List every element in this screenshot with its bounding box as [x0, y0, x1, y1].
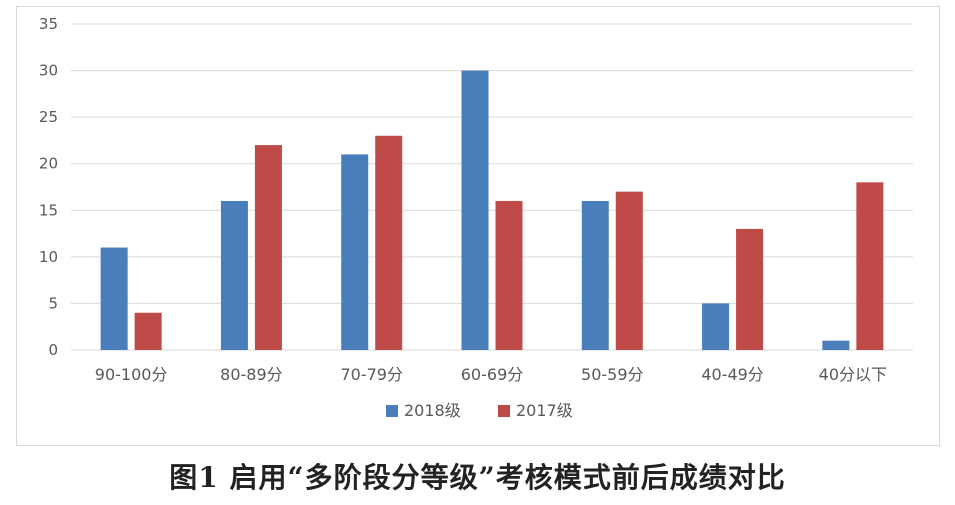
legend-swatch-2017级 [498, 405, 510, 417]
y-tick-label: 20 [39, 155, 58, 173]
bar-2018级-40-49分 [702, 303, 730, 350]
y-tick-label: 25 [39, 108, 58, 126]
x-tick-label: 60-69分 [461, 365, 524, 384]
y-tick-label: 15 [39, 201, 58, 219]
bar-2018级-40分以下 [822, 340, 850, 350]
bar-chart: 0 5 10 15 20 25 30 35 90-100分 80-89分 70-79分 60-69分 5… [39, 15, 913, 420]
bar-2018级-50-59分 [581, 200, 609, 350]
bar-2017级-50-59分 [615, 191, 643, 350]
x-tick-label: 80-89分 [220, 365, 283, 384]
bar-2017级-80-89分 [254, 145, 282, 350]
x-tick-label: 50-59分 [581, 365, 644, 384]
bar-2018级-80-89分 [220, 200, 248, 350]
x-tick-label: 70-79分 [340, 365, 403, 384]
y-tick-label: 10 [39, 248, 58, 266]
bar-2018级-90-100分 [100, 247, 128, 350]
x-tick-label: 40-49分 [701, 365, 764, 384]
bar-2018级-60-69分 [461, 70, 489, 351]
legend-swatch-2018级 [386, 405, 398, 417]
y-tick-label: 5 [48, 294, 58, 312]
bar-2017级-90-100分 [134, 312, 162, 350]
y-tick-label: 35 [39, 15, 58, 33]
y-tick-label: 0 [48, 341, 58, 359]
figure-caption: 图1 启用“多阶段分等级”考核模式前后成绩对比 [169, 461, 786, 494]
x-tick-label: 40分以下 [819, 365, 887, 384]
bar-2017级-60-69分 [495, 200, 523, 350]
bar-2018级-70-79分 [341, 154, 369, 350]
legend-label: 2018级 [404, 401, 461, 420]
bar-2017级-40-49分 [736, 228, 764, 350]
bar-2017级-70-79分 [375, 135, 403, 350]
x-tick-label: 90-100分 [95, 365, 168, 384]
legend-label: 2017级 [516, 401, 573, 420]
y-tick-label: 30 [39, 62, 58, 80]
bar-2017级-40分以下 [856, 182, 884, 350]
